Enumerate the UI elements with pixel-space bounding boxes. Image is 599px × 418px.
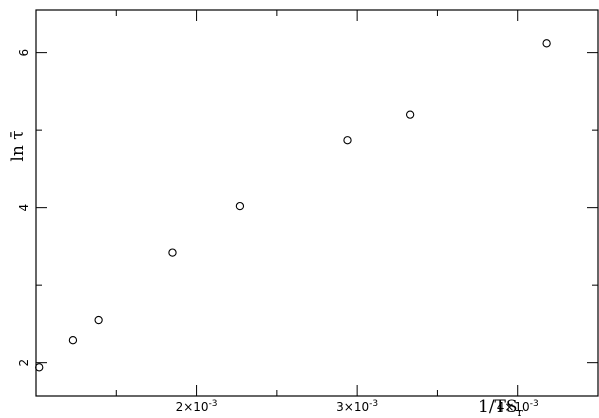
x-tick-label-base: 3×10	[336, 400, 369, 414]
y-tick-label: 4	[17, 204, 31, 212]
data-points	[35, 39, 551, 372]
x-tick-label: 3×10-3	[336, 399, 378, 414]
data-point	[405, 110, 415, 119]
x-tick-label-exponent: -3	[530, 399, 539, 409]
y-tick-label: 6	[17, 49, 31, 57]
axis-ticks	[36, 10, 598, 396]
data-point	[343, 136, 352, 145]
data-point	[542, 39, 551, 48]
data-point	[68, 336, 78, 345]
data-point	[35, 363, 44, 372]
data-point	[94, 315, 103, 325]
data-point	[168, 248, 177, 257]
plot-frame	[35, 9, 599, 397]
x-axis-label-subscript: r	[518, 406, 524, 418]
x-tick-label: 2×10-3	[176, 399, 218, 414]
data-point	[235, 201, 245, 211]
x-tick-label-exponent: -3	[369, 399, 378, 409]
x-tick-label-base: 4×10	[497, 400, 530, 414]
y-tick-label: 2	[17, 359, 31, 367]
x-tick-label-exponent: -3	[209, 399, 218, 409]
x-tick-label-base: 2×10	[176, 400, 209, 414]
x-axis-label-main: 1/TS	[478, 397, 518, 417]
x-tick-label: 4×10-3	[497, 399, 539, 414]
x-axis-label: 1/TSr	[478, 397, 524, 418]
y-axis-label: ln τ̄	[8, 130, 28, 161]
